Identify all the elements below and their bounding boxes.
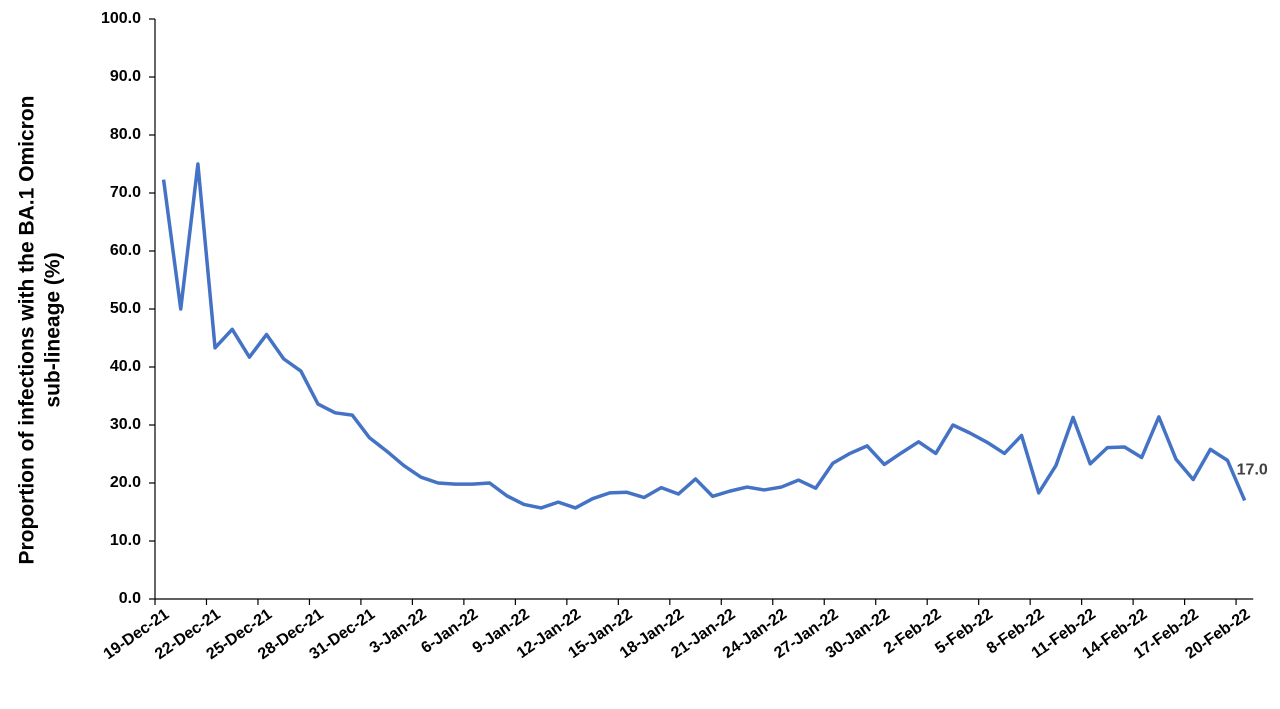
y-tick-label: 20.0 — [110, 474, 141, 491]
x-tick-label: 5-Feb-22 — [932, 606, 996, 658]
y-tick-label: 40.0 — [110, 358, 141, 375]
y-tick-label: 80.0 — [110, 126, 141, 143]
x-tick-label: 3-Jan-22 — [367, 606, 430, 657]
y-tick-label: 90.0 — [110, 68, 141, 85]
y-axis-title-line: Proportion of infections with the BA.1 O… — [16, 95, 39, 564]
y-tick-label: 0.0 — [119, 590, 141, 607]
y-tick-label: 60.0 — [110, 242, 141, 259]
y-tick-label: 30.0 — [110, 416, 141, 433]
series-line — [161, 162, 1247, 510]
y-tick-label: 70.0 — [110, 184, 141, 201]
x-tick-label: 2-Feb-22 — [881, 606, 945, 658]
x-tick-label: 6-Jan-22 — [418, 606, 481, 657]
y-tick-label: 100.0 — [101, 10, 141, 27]
y-tick-label: 50.0 — [110, 300, 141, 317]
y-axis-title: Proportion of infections with the BA.1 O… — [16, 95, 65, 564]
data-label: 17.0 — [1237, 462, 1268, 479]
y-tick-label: 10.0 — [110, 532, 141, 549]
y-axis-title-line: sub-lineage (%) — [42, 252, 65, 407]
